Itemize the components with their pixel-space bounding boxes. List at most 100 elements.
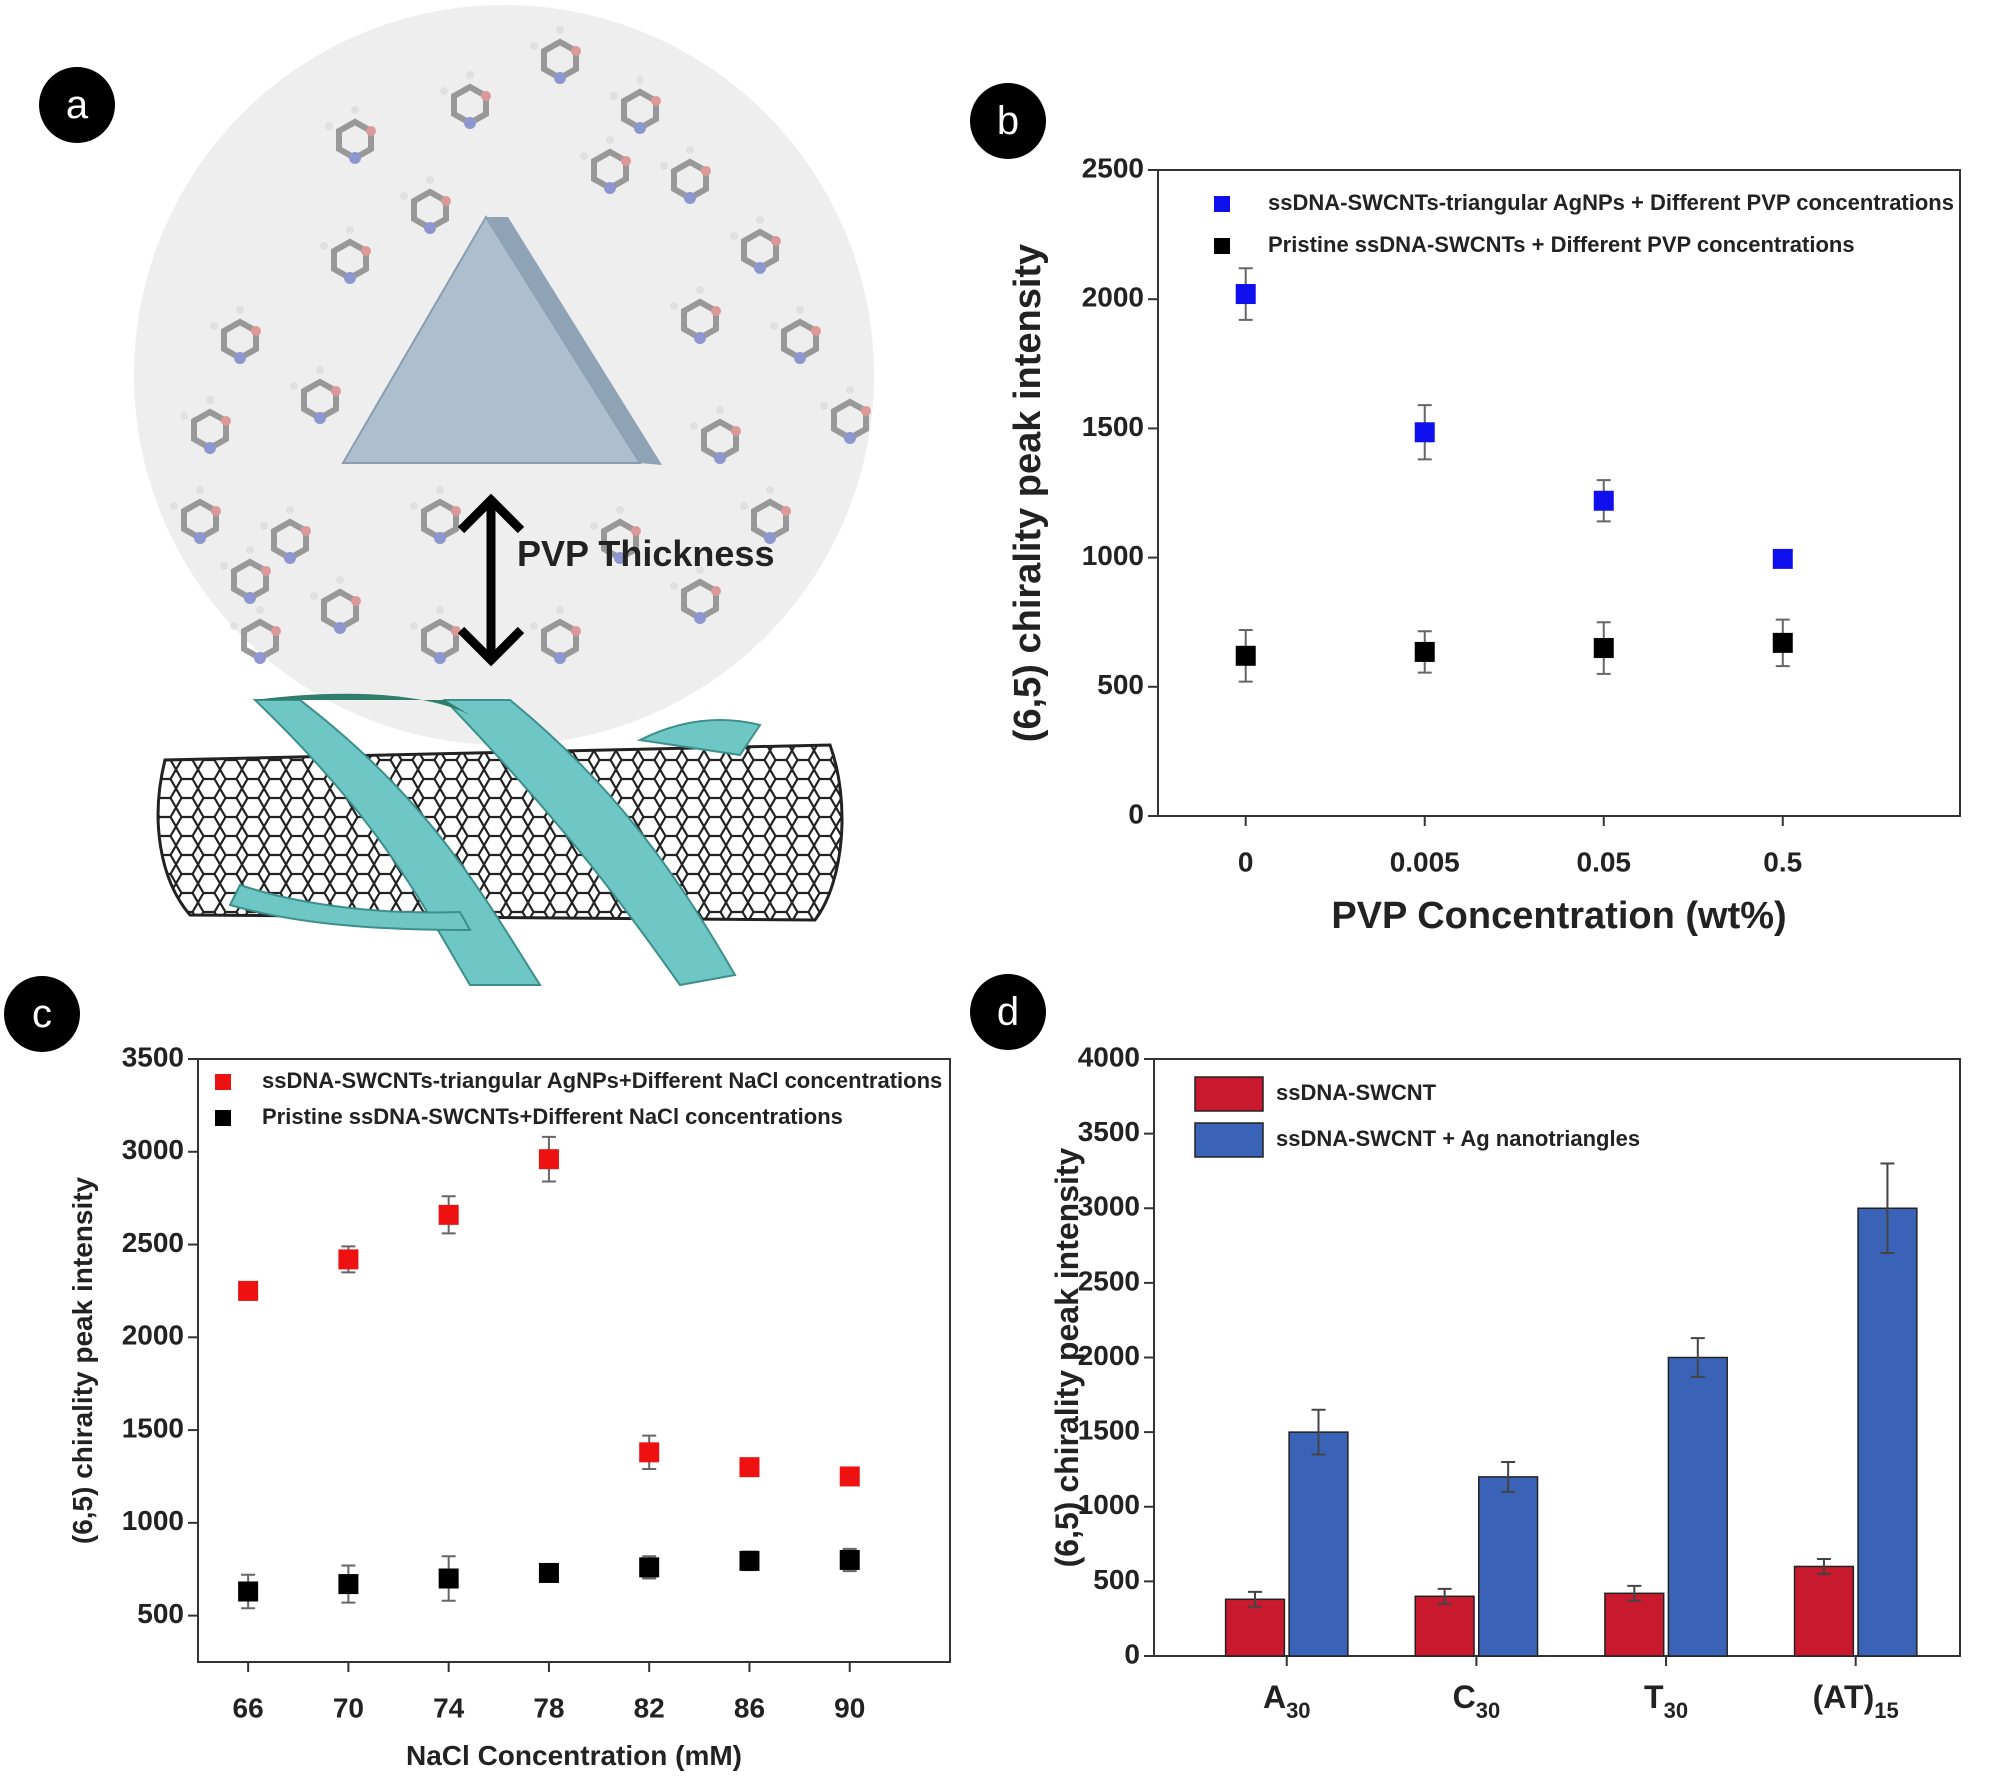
- marker: [338, 1574, 359, 1595]
- y-tick-label: 1500: [1078, 1415, 1140, 1446]
- y-tick-label: 1000: [122, 1505, 184, 1536]
- panel-label: b: [997, 99, 1019, 143]
- legend-swatch: [1194, 1122, 1264, 1158]
- x-tick-label: 70: [333, 1692, 364, 1723]
- y-tick-label: 2500: [122, 1227, 184, 1258]
- x-tick-sub: 30: [1286, 1698, 1310, 1723]
- x-tick-label: 74: [433, 1692, 465, 1723]
- nanotriangle-side: [486, 217, 662, 465]
- legend-label: Pristine ssDNA-SWCNTs + Different PVP co…: [1268, 232, 1855, 257]
- panel-label: a: [66, 83, 89, 127]
- marker: [438, 1568, 459, 1589]
- marker: [1414, 422, 1435, 443]
- x-tick-label: C30: [1453, 1679, 1501, 1723]
- x-tick-label: (AT)15: [1813, 1679, 1899, 1723]
- panel-badge: [970, 83, 1046, 159]
- marker: [1235, 645, 1256, 666]
- marker: [238, 1280, 259, 1301]
- panel-badge: [39, 67, 115, 143]
- x-tick-label: 90: [834, 1692, 865, 1723]
- x-tick-base: T: [1644, 1679, 1664, 1715]
- error-bar: [1248, 1590, 1263, 1608]
- x-tick-base: A: [1263, 1679, 1286, 1715]
- legend-label: Pristine ssDNA-SWCNTs+Different NaCl con…: [262, 1104, 843, 1129]
- error-bar: [1437, 1587, 1452, 1605]
- y-axis-title: (6,5) chirality peak intensity: [1007, 244, 1049, 742]
- illustration: PVP Thickness: [134, 5, 874, 987]
- y-axis-title: (6,5) chirality peak intensity: [67, 1176, 98, 1544]
- y-tick-label: 2000: [122, 1320, 184, 1351]
- marker: [1772, 548, 1793, 569]
- bar: [1414, 1595, 1475, 1657]
- y-tick-label: 3000: [1078, 1191, 1140, 1222]
- marker: [1593, 490, 1614, 511]
- y-tick-label: 1000: [1078, 1489, 1140, 1520]
- y-tick-label: 0: [1128, 798, 1144, 829]
- nanotube: [156, 693, 844, 987]
- marker: [639, 1442, 660, 1463]
- x-tick-sub: 15: [1874, 1698, 1898, 1723]
- marker: [839, 1549, 860, 1570]
- error-bar: [1311, 1408, 1326, 1456]
- x-tick-label: T30: [1644, 1679, 1688, 1723]
- legend-label: ssDNA-SWCNTs-triangular AgNPs + Differen…: [1268, 190, 1954, 215]
- marker: [1235, 284, 1256, 305]
- marker: [1772, 632, 1793, 653]
- marker: [538, 1149, 559, 1170]
- marker: [739, 1550, 760, 1571]
- x-tick-label: 0.005: [1390, 846, 1460, 877]
- error-bar: [1690, 1337, 1705, 1378]
- y-tick-label: 2000: [1082, 282, 1144, 313]
- y-tick-label: 1500: [122, 1412, 184, 1443]
- marker: [1414, 641, 1435, 662]
- y-tick-label: 2500: [1078, 1265, 1140, 1296]
- x-tick-label: 0.5: [1763, 846, 1802, 877]
- marker: [1593, 638, 1614, 659]
- y-tick-label: 4000: [1078, 1041, 1140, 1072]
- legend-swatch: [1194, 1076, 1264, 1112]
- plot-frame: [1157, 169, 1961, 817]
- x-tick-sub: 30: [1664, 1698, 1688, 1723]
- y-tick-label: 500: [1097, 669, 1144, 700]
- x-tick-label: 66: [233, 1692, 264, 1723]
- panel-label: d: [997, 990, 1019, 1034]
- legend-label: ssDNA-SWCNTs-triangular AgNPs+Different …: [262, 1068, 942, 1093]
- legend-marker: [1214, 196, 1230, 212]
- x-tick-label: 86: [734, 1692, 765, 1723]
- bar: [1604, 1592, 1665, 1657]
- marker: [438, 1204, 459, 1225]
- y-tick-label: 1500: [1082, 411, 1144, 442]
- bar: [1667, 1356, 1728, 1657]
- error-bar: [1627, 1584, 1642, 1602]
- y-tick-label: 2000: [1078, 1340, 1140, 1371]
- x-tick-label: 0: [1238, 846, 1254, 877]
- y-axis-title: (6,5) chirality peak intensity: [1049, 1147, 1085, 1567]
- legend-marker: [1214, 238, 1230, 254]
- marker: [238, 1581, 259, 1602]
- y-tick-label: 3000: [122, 1134, 184, 1165]
- thickness-label: PVP Thickness: [517, 533, 774, 574]
- legend-marker: [215, 1110, 231, 1126]
- marker: [639, 1557, 660, 1578]
- x-tick-base: (AT): [1813, 1679, 1875, 1715]
- thickness-arrow: [457, 493, 525, 667]
- y-tick-label: 0: [1124, 1638, 1140, 1669]
- x-axis-title: NaCl Concentration (mM): [406, 1740, 742, 1771]
- error-bar: [1816, 1557, 1831, 1575]
- bar: [1793, 1565, 1855, 1657]
- x-tick-label: 78: [533, 1692, 564, 1723]
- bar: [1857, 1207, 1918, 1657]
- y-tick-label: 2500: [1082, 152, 1144, 183]
- panel-badge: [4, 976, 80, 1052]
- x-tick-label: A30: [1263, 1679, 1311, 1723]
- bar: [1288, 1431, 1349, 1657]
- bar: [1224, 1598, 1286, 1657]
- marker: [839, 1466, 860, 1487]
- x-tick-label: 82: [634, 1692, 665, 1723]
- y-tick-label: 1000: [1082, 540, 1144, 571]
- x-tick-base: C: [1453, 1679, 1476, 1715]
- marker: [739, 1457, 760, 1478]
- legend-label: ssDNA-SWCNT: [1276, 1080, 1437, 1105]
